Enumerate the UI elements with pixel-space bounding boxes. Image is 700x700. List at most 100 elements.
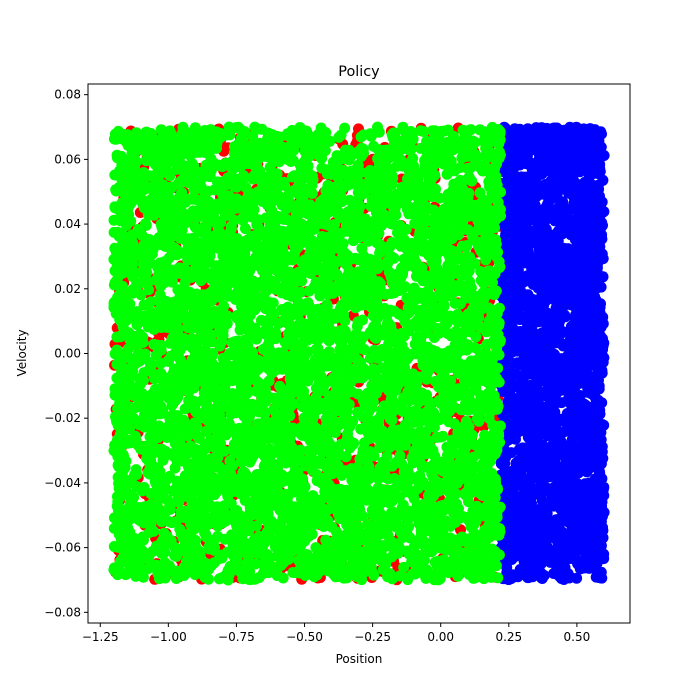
scatter-point-blue: [531, 406, 543, 418]
scatter-point-blue: [569, 396, 581, 408]
scatter-point-blue: [511, 207, 523, 219]
scatter-point-blue: [559, 485, 571, 497]
scatter-point-blue: [557, 513, 569, 525]
scatter-point-blue: [565, 547, 577, 559]
scatter-point-blue: [537, 520, 549, 532]
scatter-point-blue: [572, 284, 584, 296]
scatter-point-blue: [556, 179, 568, 191]
scatter-point-blue: [590, 394, 602, 406]
scatter-point-blue: [574, 449, 586, 461]
scatter-point-blue: [512, 135, 524, 147]
scatter-point-blue: [510, 543, 522, 555]
scatter-point-blue: [526, 487, 538, 498]
scatter-point-blue: [589, 561, 601, 573]
scatter-point-blue: [508, 483, 519, 495]
scatter-point-blue: [590, 415, 602, 427]
scatter-point-blue: [514, 300, 526, 312]
scatter-point-blue: [580, 436, 592, 448]
scatter-point-blue: [549, 294, 561, 306]
scatter-point-blue: [527, 181, 539, 192]
scatter-point-blue: [555, 256, 567, 268]
scatter-point-blue: [567, 319, 579, 331]
scatter-point-blue: [584, 379, 596, 391]
scatter-point-blue: [546, 491, 558, 503]
scatter-point-blue: [566, 128, 578, 140]
scatter-point-blue: [591, 316, 602, 328]
scatter-point-blue: [575, 261, 587, 273]
scatter-point-blue: [582, 353, 594, 365]
scatter-point-blue: [596, 128, 607, 140]
scatter-point-blue: [558, 326, 570, 338]
scatter-point-blue: [554, 433, 566, 445]
scatter-point-blue: [515, 234, 526, 246]
scatter-point-blue: [561, 285, 573, 296]
scatter-point-blue: [594, 510, 606, 522]
scatter-point-blue: [593, 465, 605, 477]
scatter-point-blue: [592, 179, 604, 191]
scatter-point-blue: [512, 332, 524, 344]
scatter-point-blue: [566, 166, 578, 178]
scatter-point-blue: [526, 164, 538, 176]
scatter-point-blue: [595, 198, 606, 210]
scatter-point-blue: [556, 245, 568, 257]
scatter-point-blue: [550, 533, 562, 545]
scatter-point-blue: [546, 309, 558, 321]
scatter-point-blue: [594, 534, 606, 546]
scatter-point-blue: [597, 521, 608, 533]
scatter-point-blue: [535, 164, 547, 176]
scatter-point-blue: [501, 561, 513, 573]
scatter-point-blue: [540, 223, 552, 235]
scatter-point-blue: [558, 474, 570, 486]
scatter-point-blue: [562, 275, 574, 287]
scatter-point-blue: [529, 343, 541, 355]
scatter-point-blue: [566, 441, 578, 453]
scatter-point-blue: [515, 446, 527, 458]
scatter-point-blue: [515, 149, 527, 161]
scatter-point-blue: [509, 123, 521, 135]
scatter-point-blue: [504, 233, 516, 245]
scatter-point-blue: [532, 282, 544, 294]
scatter-point-blue: [560, 570, 571, 582]
scatter-point-blue: [530, 418, 542, 429]
scatter-point-blue: [505, 511, 517, 522]
scatter-point-blue: [538, 570, 550, 581]
scatter-point-blue: [503, 248, 515, 259]
scatter-point-blue: [536, 545, 548, 557]
scatter-point-blue: [510, 285, 522, 297]
scatter-point-blue: [545, 175, 557, 187]
scatter-point-blue: [583, 123, 595, 135]
scatter-point-blue: [573, 225, 585, 237]
scatter-point-blue: [586, 544, 598, 556]
scatter-point-blue: [520, 272, 532, 283]
scatter-point-blue: [515, 245, 527, 257]
scatter-point-blue: [581, 151, 593, 162]
scatter-point-blue: [582, 140, 593, 151]
scatter-point-blue: [569, 334, 581, 346]
scatter-point-blue: [507, 569, 519, 581]
scatter-point-blue: [584, 477, 595, 489]
scatter-point-blue: [551, 190, 563, 202]
scatter-point-blue: [534, 152, 545, 164]
scatter-point-blue: [579, 195, 591, 207]
scatter-point-blue: [520, 311, 532, 323]
scatter-point-blue: [596, 248, 608, 260]
scatter-point-blue: [527, 554, 539, 565]
scatter-point-blue: [507, 269, 519, 281]
scatter-point-blue: [588, 252, 600, 264]
scatter-point-blue: [537, 251, 549, 263]
scatter-point-blue: [570, 145, 582, 157]
scatter-point-blue: [578, 251, 590, 263]
scatter-point-blue: [544, 345, 556, 357]
scatter-point-blue: [587, 427, 599, 438]
scatter-point-blue: [584, 406, 596, 418]
scatter-point-blue: [598, 150, 610, 161]
scatter-point-blue: [577, 529, 589, 541]
scatter-point-blue: [508, 370, 520, 382]
scatter-point-blue: [526, 498, 537, 509]
scatter-point-blue: [592, 371, 604, 382]
scatter-point-blue: [551, 376, 563, 388]
scatter-point-blue: [576, 212, 588, 224]
scatter-point-blue: [524, 368, 536, 380]
scatter-point-blue: [506, 187, 518, 199]
